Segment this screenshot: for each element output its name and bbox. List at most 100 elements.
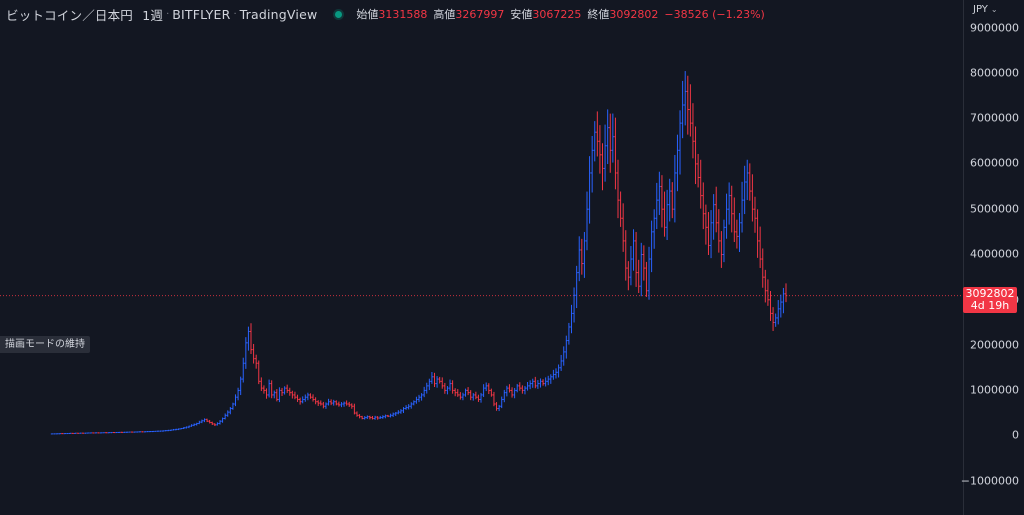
ohlc-bar: [94, 432, 98, 434]
ohlc-bar: [627, 261, 630, 291]
symbol-legend[interactable]: ビットコイン／日本円 1週 · BITFLYER · TradingView 始…: [6, 5, 765, 23]
ohlc-bar: [575, 265, 578, 309]
ohlc-bar: [446, 386, 449, 395]
ohlc-bar: [53, 433, 56, 435]
ohlc-bar: [559, 354, 563, 371]
ohlc-bar: [247, 326, 250, 351]
ohlc-bar: [702, 182, 705, 230]
price-chart[interactable]: [0, 0, 963, 515]
ohlc-bar: [304, 394, 307, 402]
change-value: −38526 (−1.23%): [664, 7, 765, 21]
ohlc-bar: [63, 433, 67, 435]
ohlc-bar: [629, 246, 633, 286]
ohlc-bar: [335, 400, 338, 406]
ohlc-bar: [314, 397, 317, 405]
ohlc-bar: [774, 313, 777, 327]
ohlc-bar: [562, 346, 565, 366]
ohlc-bar: [588, 156, 591, 224]
close-value: 3092802: [609, 7, 659, 21]
currency-label[interactable]: JPY: [973, 4, 988, 15]
bar-countdown: 4d 19h: [970, 299, 1010, 312]
ohlc-bar: [229, 406, 232, 415]
ohlc-bar: [578, 236, 581, 282]
ohlc-bar: [740, 181, 744, 233]
ohlc-bar: [190, 424, 193, 427]
ohlc-bar: [154, 430, 157, 432]
ohlc-bar: [350, 403, 354, 409]
ohlc-bar: [652, 209, 656, 249]
ohlc-bar: [758, 226, 762, 268]
ohlc-bar: [738, 213, 741, 252]
ohlc-bar: [298, 397, 302, 405]
ohlc-bar: [784, 283, 788, 303]
ohlc-bar: [580, 238, 584, 275]
ohlc-bar: [58, 433, 61, 435]
axis-label: 1000000: [970, 383, 1019, 397]
ohlc-bar: [572, 287, 576, 323]
ohlc-bar: [244, 337, 248, 369]
last-price-value: 3092802: [965, 287, 1015, 300]
chart-area[interactable]: [0, 0, 963, 515]
ohlc-bar: [358, 414, 361, 419]
ohlc-bar: [317, 400, 320, 406]
ohlc-bar: [441, 377, 444, 389]
ohlc-bar: [366, 415, 369, 420]
ohlc-bar: [593, 121, 596, 162]
chevron-down-icon[interactable]: ⌄: [990, 5, 998, 14]
ohlc-bar: [632, 229, 635, 271]
ohlc-bar: [464, 388, 467, 397]
ohlc-bar: [733, 197, 736, 243]
ohlc-bar: [195, 422, 198, 426]
ohlc-bar: [720, 231, 723, 268]
ohlc-bar: [218, 420, 222, 425]
ohlc-bar: [709, 210, 713, 259]
ohlc-bar: [443, 382, 447, 394]
ohlc-bar: [523, 386, 527, 395]
market-status-dot-icon[interactable]: [335, 10, 343, 18]
ohlc-bar: [319, 400, 322, 406]
ohlc-bar: [283, 386, 286, 395]
ohlc-bar: [730, 185, 733, 233]
axis-label: 6000000: [970, 156, 1019, 170]
interval-label[interactable]: 1週: [142, 7, 164, 23]
ohlc-bar: [270, 380, 273, 399]
currency-selector[interactable]: JPY ⌄: [973, 4, 998, 15]
price-axis[interactable]: JPY ⌄ 9000000 8000000 7000000 6000000 500…: [961, 0, 1024, 515]
ohlc-bar: [764, 269, 767, 303]
ohlc-bar: [252, 343, 255, 364]
ohlc-bar: [510, 387, 514, 398]
ohlc-bar: [717, 209, 721, 253]
ohlc-bar: [174, 428, 178, 431]
ohlc-bar: [164, 429, 167, 432]
ohlc-bar: [557, 364, 560, 378]
ohlc-bar: [751, 174, 754, 222]
ohlc-bar: [658, 171, 661, 215]
ohlc-bar: [668, 178, 671, 222]
ohlc-bar: [371, 415, 374, 420]
axis-label: 9000000: [970, 21, 1019, 35]
axis-label: 2000000: [970, 338, 1019, 352]
ohlc-bar: [487, 383, 490, 395]
symbol-name[interactable]: ビットコイン／日本円: [6, 7, 134, 23]
ohlc-bar: [342, 401, 346, 407]
ohlc-bar: [324, 402, 328, 409]
ohlc-bar: [503, 389, 506, 403]
ohlc-bar: [689, 84, 692, 137]
ohlc-bar: [420, 393, 423, 401]
ohlc-bar: [386, 414, 390, 418]
ohlc-bar: [748, 163, 752, 201]
ohlc-bar: [182, 426, 186, 430]
ohlc-bar: [262, 385, 266, 394]
ohlc-bar: [355, 411, 359, 417]
ohlc-bar: [779, 294, 783, 318]
ohlc-bar: [466, 387, 470, 396]
ohlc-bar: [79, 432, 82, 434]
ohlc-bar: [430, 371, 434, 384]
ohlc-bar: [117, 431, 121, 433]
ohlc-bar: [169, 429, 173, 432]
ohlc-bar: [642, 245, 646, 281]
ohlc-bar: [771, 307, 775, 331]
source-label: TradingView: [239, 6, 318, 22]
ohlc-bar: [180, 427, 183, 430]
drawing-mode-tooltip: 描画モードの維持: [0, 336, 90, 353]
